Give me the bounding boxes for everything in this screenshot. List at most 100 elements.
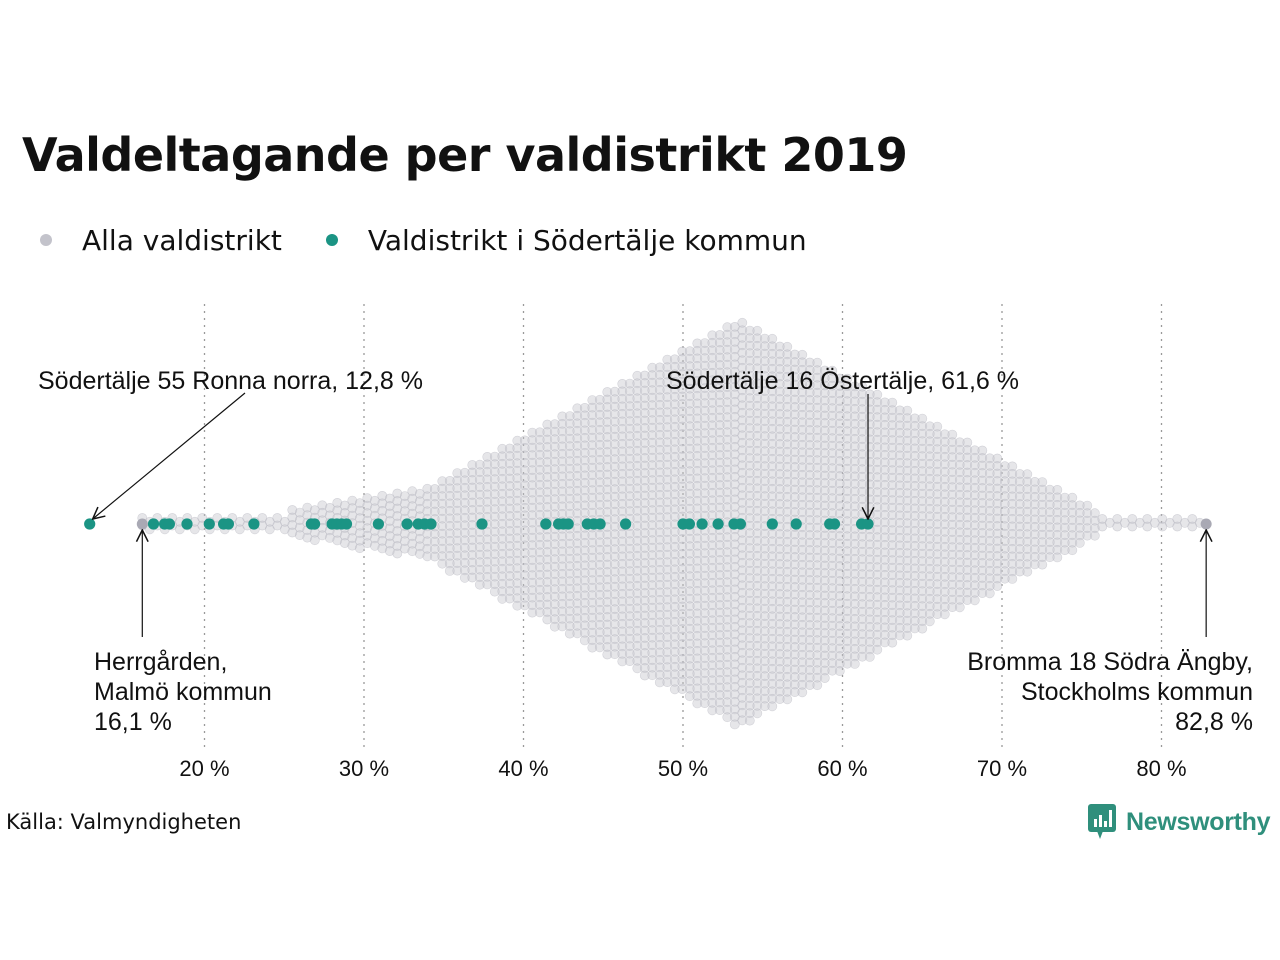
point-all-district [534,547,545,558]
point-all-district [707,705,718,716]
point-all-district [549,486,560,497]
point-sodertalje-district [147,518,160,530]
point-all-district [632,588,643,599]
point-all-district [632,505,643,516]
point-all-district [722,367,733,378]
point-all-district [752,580,763,591]
point-sodertalje-district [862,518,874,530]
point-all-district [519,450,530,461]
point-sodertalje-district [712,518,724,530]
point-all-district [482,557,493,567]
point-all-district [549,554,560,565]
point-all-district [512,593,523,604]
point-all-district [722,359,733,370]
point-all-district [744,460,755,471]
point-all-district [654,444,665,455]
point-all-district [549,539,560,550]
point-all-district [564,411,575,421]
point-all-district [452,528,463,538]
point-all-district [572,568,583,579]
point-all-district [617,438,628,449]
point-all-district [369,503,380,514]
point-all-district [692,653,703,664]
point-all-district [654,632,665,643]
point-all-district [572,508,583,519]
point-all-district [707,495,718,506]
point-all-district [692,683,703,694]
point-all-district [647,617,658,628]
point-all-district [579,470,590,481]
point-all-district [609,514,620,525]
point-all-district [707,540,718,551]
point-all-district [542,472,553,482]
point-all-district [692,661,703,671]
point-all-district [744,438,755,448]
point-all-district [354,528,365,539]
point-all-district [639,550,650,561]
point-all-district [579,477,590,488]
point-all-district [347,503,358,513]
point-all-district [707,510,718,521]
point-all-district [752,325,763,336]
point-all-district [752,505,763,516]
point-all-district [617,378,628,389]
point-all-district [549,509,560,520]
point-all-district [654,422,665,433]
point-all-district [527,442,538,453]
point-all-district [752,618,763,629]
point-all-district [714,495,725,505]
point-all-district [609,619,620,630]
point-all-district [557,509,568,519]
point-all-district [482,459,493,470]
point-all-district [647,490,658,501]
point-all-district [497,481,508,492]
point-all-district [684,436,695,447]
point-all-district [759,416,770,426]
point-all-district [752,468,763,479]
point-all-district [557,561,568,572]
point-all-district [744,475,755,486]
brand-logo: Newsworthy [1088,804,1271,840]
point-all-district [617,634,628,644]
point-all-district [722,487,733,498]
point-all-district [714,360,725,370]
point-all-district [527,472,538,483]
point-all-district [482,474,493,485]
point-all-district [489,564,500,574]
point-all-district [602,454,613,465]
point-all-district [632,415,643,426]
point-all-district [414,548,425,559]
point-all-district [752,528,763,539]
point-all-district [722,427,733,438]
point-all-district [752,700,763,711]
point-all-district [557,456,568,467]
point-all-district [564,606,575,616]
point-all-district [677,571,688,582]
point-all-district [632,610,643,621]
point-all-district [744,348,755,358]
point-all-district [752,685,763,696]
point-all-district [504,571,515,581]
point-all-district [489,571,500,582]
point-all-district [632,625,643,636]
point-all-district [639,475,650,486]
point-all-district [714,577,725,588]
point-all-district [677,549,688,559]
point-all-district [542,419,553,430]
point-all-district [504,563,515,574]
point-all-district [399,491,410,501]
point-all-district [632,558,643,569]
point-all-district [707,592,718,603]
point-all-district [377,543,388,554]
point-all-district [564,433,575,444]
point-all-district [362,500,373,511]
point-all-district [624,558,635,569]
point-all-district [617,641,628,652]
point-all-district [422,498,433,509]
point-all-district [662,564,673,575]
point-all-district [677,631,688,642]
point-all-district [482,564,493,575]
point-all-district [714,532,725,543]
point-all-district [737,377,748,388]
point-all-district [707,630,718,641]
